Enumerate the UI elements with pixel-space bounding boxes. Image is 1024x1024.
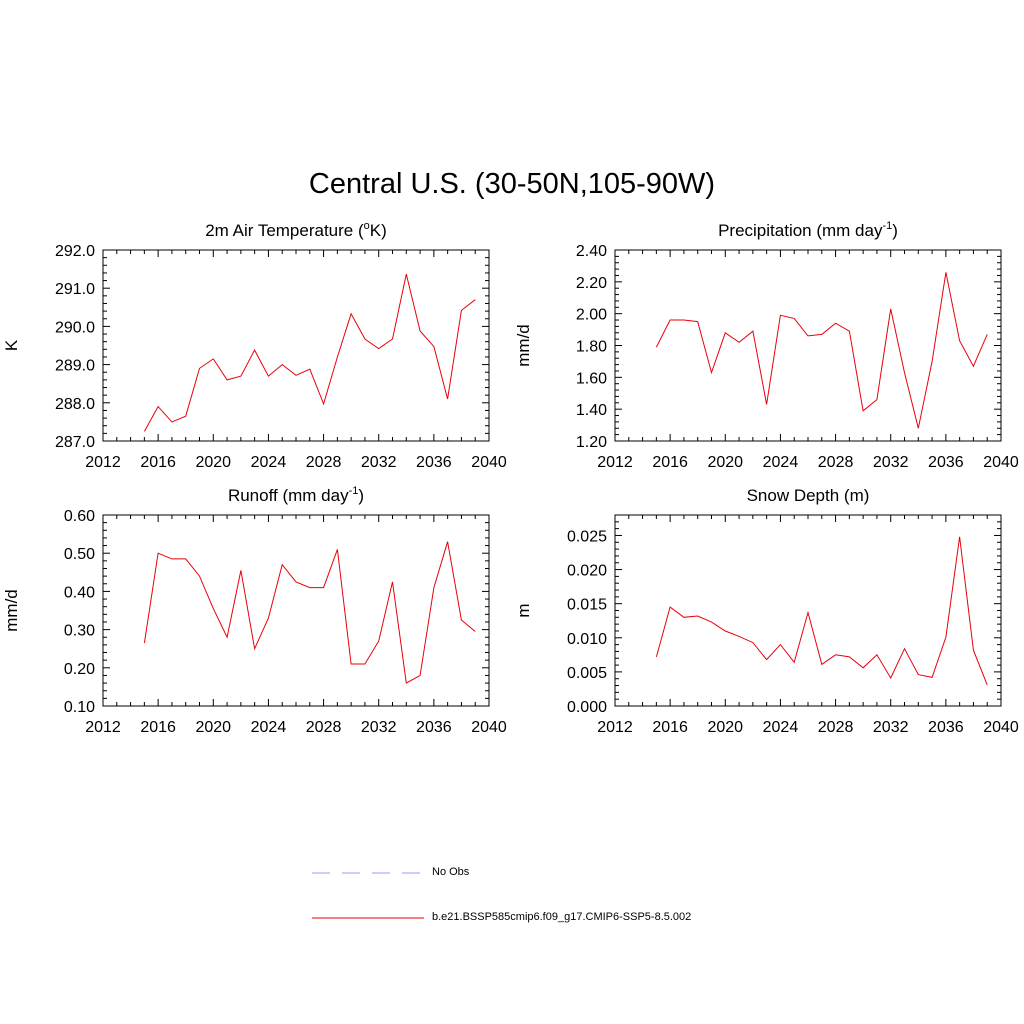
y-tick-label: 289.0	[55, 358, 95, 375]
x-tick-label: 2028	[818, 454, 854, 471]
y-tick-label: 1.20	[576, 434, 607, 451]
x-tick-label: 2036	[416, 454, 452, 471]
x-tick-label: 2036	[928, 719, 964, 736]
y-tick-label: 292.0	[55, 243, 95, 260]
y-axis-label-temperature: K	[2, 339, 21, 351]
panel-title-snow-depth: Snow Depth (m)	[747, 486, 870, 505]
panel-title-runoff: Runoff (mm day-1)	[228, 485, 364, 505]
plot-frame-temperature	[102, 249, 490, 442]
plot-frame-snow-depth	[614, 514, 1002, 707]
x-tick-label: 2040	[471, 719, 507, 736]
plot-frame-runoff	[102, 514, 490, 707]
x-tick-label: 2040	[983, 454, 1019, 471]
x-tick-label: 2040	[471, 454, 507, 471]
x-tick-label: 2012	[85, 719, 121, 736]
panel-snow-depth: 2012 2016 2020 2024 2028 2032 2036 2040 0.000 0.0…	[514, 486, 1019, 736]
y-tick-label: 288.0	[55, 396, 95, 413]
y-tick-label: 0.020	[567, 563, 607, 580]
x-tick-label: 2012	[597, 454, 633, 471]
panel-runoff: 2012 2016 2020 2024 2028 2032 2036 2040 0.10 0.20…	[2, 485, 507, 736]
y-tick-label: 2.00	[576, 307, 607, 324]
x-tick-label: 2032	[361, 454, 397, 471]
x-tick-label: 2016	[652, 454, 688, 471]
y-tick-label: 290.0	[55, 319, 95, 336]
x-tick-label: 2016	[140, 719, 176, 736]
y-tick-label: 2.40	[576, 243, 607, 260]
figure-title: Central U.S. (30-50N,105-90W)	[308, 168, 716, 200]
y-tick-label: 0.015	[567, 597, 607, 614]
panel-title-precipitation: Precipitation (mm day-1)	[718, 220, 898, 240]
y-tick-label: 0.005	[567, 665, 607, 682]
x-tick-label: 2028	[306, 719, 342, 736]
y-tick-label: 0.10	[64, 699, 95, 716]
x-tick-label: 2020	[707, 719, 743, 736]
x-tick-label: 2040	[983, 719, 1019, 736]
x-tick-label: 2016	[140, 454, 176, 471]
x-tick-label: 2024	[763, 719, 799, 736]
x-tick-label: 2024	[251, 454, 287, 471]
y-tick-label: 0.000	[567, 699, 607, 716]
y-tick-label: 0.40	[64, 584, 95, 601]
y-tick-label: 0.010	[567, 631, 607, 648]
series-line-temperature	[143, 273, 476, 432]
x-tick-label: 2020	[707, 454, 743, 471]
panel-title-temperature: 2m Air Temperature (oK)	[205, 220, 387, 240]
plot-frame-precipitation	[614, 249, 1002, 442]
y-tick-label: 0.20	[64, 661, 95, 678]
y-axis-label-runoff: mm/d	[2, 589, 21, 632]
y-tick-label: 1.80	[576, 339, 607, 356]
y-tick-label: 287.0	[55, 434, 95, 451]
y-tick-label: 1.60	[576, 370, 607, 387]
panel-precipitation: 2012 2016 2020 2024 2028 2032 2036 2040 1.20 1.40…	[514, 220, 1019, 471]
series-line-snow-depth	[655, 536, 988, 686]
x-tick-label: 2020	[195, 719, 231, 736]
x-tick-label: 2036	[928, 454, 964, 471]
x-tick-label: 2012	[597, 719, 633, 736]
x-tick-label: 2032	[361, 719, 397, 736]
y-axis-label-precipitation: mm/d	[514, 324, 533, 367]
series-line-runoff	[143, 541, 476, 684]
series-line-precipitation	[655, 272, 988, 429]
y-tick-label: 2.20	[576, 275, 607, 292]
x-tick-label: 2032	[873, 719, 909, 736]
y-axis-label-snow-depth: m	[514, 603, 533, 617]
x-tick-label: 2032	[873, 454, 909, 471]
x-tick-label: 2016	[652, 719, 688, 736]
x-tick-label: 2036	[416, 719, 452, 736]
y-tick-label: 1.40	[576, 402, 607, 419]
x-tick-label: 2024	[251, 719, 287, 736]
y-tick-label: 0.60	[64, 508, 95, 525]
x-tick-label: 2020	[195, 454, 231, 471]
y-tick-label: 0.50	[64, 546, 95, 563]
panel-temperature: 2012 2016 2020 2024 2028 2032 2036 2040 287.0 288…	[2, 220, 507, 471]
y-tick-label: 0.30	[64, 623, 95, 640]
x-tick-label: 2028	[306, 454, 342, 471]
x-tick-label: 2024	[763, 454, 799, 471]
y-tick-label: 0.025	[567, 528, 607, 545]
x-tick-label: 2012	[85, 454, 121, 471]
x-tick-label: 2028	[818, 719, 854, 736]
y-tick-label: 291.0	[55, 281, 95, 298]
